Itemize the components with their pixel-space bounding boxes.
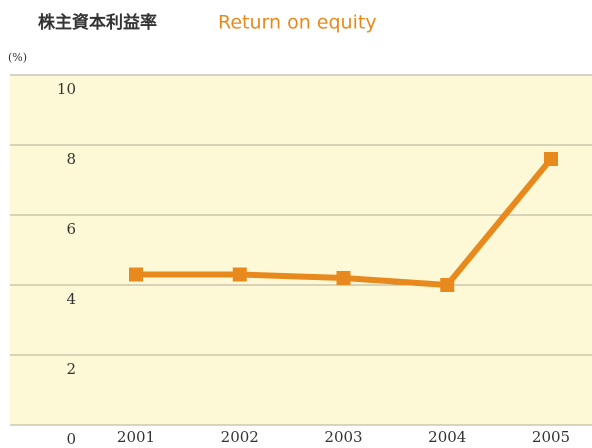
x-tick-label: 2005	[532, 428, 570, 446]
marker	[336, 271, 351, 285]
y-axis-label: (%)	[8, 51, 27, 64]
marker	[544, 152, 558, 166]
y-tick-label: 2	[66, 360, 76, 378]
y-tick-label: 10	[57, 80, 76, 98]
x-tick-label: 2002	[221, 428, 259, 446]
chart-title: 株主資本利益率	[38, 12, 157, 33]
marker	[129, 267, 143, 282]
x-tick-label: 2004	[428, 428, 466, 446]
marker	[232, 267, 247, 282]
x-tick-label: 2001	[117, 428, 155, 446]
y-tick-label: 6	[66, 220, 76, 238]
chart-subtitle: Return on equity	[218, 12, 377, 34]
marker	[440, 278, 455, 292]
y-tick-label: 8	[66, 150, 76, 168]
plot-background	[10, 75, 592, 425]
y-tick-label: 4	[66, 290, 76, 308]
y-tick-label: 0	[66, 430, 76, 448]
x-tick-label: 2003	[324, 428, 362, 446]
